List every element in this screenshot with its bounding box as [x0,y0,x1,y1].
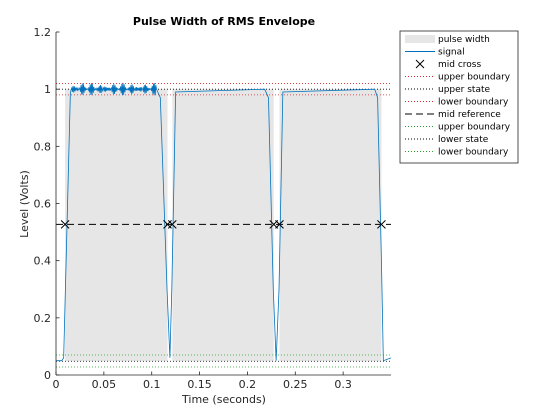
x-tick-label-6: 0.3 [334,378,352,391]
x-tick-label-2: 0.1 [143,378,161,391]
legend-swatch-b [415,59,425,69]
mid-cross-stroke-b [60,220,70,229]
mid-cross-marker-4 [275,220,284,229]
x-axis-label: Time (seconds) [181,393,266,406]
legend-label: lower boundary [438,148,509,158]
legend-box [399,30,519,164]
legend-label: signal [438,48,465,58]
legend-label: lower state [438,135,489,145]
legend-label: mid reference [438,110,501,120]
legend: pulse width signal mid cross upper boundary… [399,30,519,164]
legend-entry-4: upper state [405,85,490,95]
legend-label: upper boundary [438,73,511,83]
mid-cross-marker-0 [60,220,70,229]
pulse-width-patches [65,89,382,362]
signal-trace [56,82,392,362]
legend-label: upper boundary [438,123,511,133]
mid-cross-stroke-b [275,220,284,229]
x-tick-label-1: 0.05 [92,378,117,391]
legend-entry-6: mid reference [405,110,501,120]
legend-swatch [405,35,435,43]
legend-entry-2: mid cross [415,59,481,70]
x-tick-label-0: 0 [53,378,60,391]
mid-cross-marker-5 [377,220,386,229]
reference-lines [56,83,391,368]
y-tick-label-0: 0 [44,369,51,382]
legend-entry-5: lower boundary [405,98,509,108]
axes: 0 0.05 0.1 0.15 0.2 0.25 0.3 0 0.2 0.4 0.6 0.8 1 1.2 [34,26,391,391]
pulse-width-patch-0 [65,89,168,362]
legend-entry-7: upper boundary [405,123,511,133]
legend-label: pulse width [438,35,490,45]
y-tick-label-1: 0.2 [34,312,52,325]
mid-cross-markers [60,220,386,229]
x-tick-label-3: 0.15 [187,378,212,391]
pulse-width-patch-2 [279,89,382,362]
y-tick-label-3: 0.6 [34,198,52,211]
y-tick-label-4: 0.8 [34,140,52,153]
legend-entry-8: lower state [405,135,489,145]
x-tick-label-5: 0.25 [283,378,308,391]
legend-entry-0: pulse width [405,35,490,45]
legend-entry-3: upper boundary [405,73,511,83]
mid-cross-marker-2 [167,220,177,229]
legend-label: mid cross [438,60,481,70]
legend-label: lower boundary [438,98,509,108]
y-tick-label-6: 1.2 [34,26,52,39]
y-tick-label-5: 1 [44,83,51,96]
legend-entry-9: lower boundary [405,148,509,158]
legend-label: upper state [438,85,490,95]
pulse-width-patch-1 [172,89,274,362]
y-axis-label: Level (Volts) [18,170,31,238]
signal-line [56,82,392,362]
mid-cross-stroke-b [167,220,177,229]
y-tick-label-2: 0.4 [34,255,52,268]
x-tick-label-4: 0.2 [239,378,257,391]
legend-entry-1: signal [405,48,465,58]
chart-title: Pulse Width of RMS Envelope [133,15,315,28]
mid-cross-stroke-b [377,220,386,229]
